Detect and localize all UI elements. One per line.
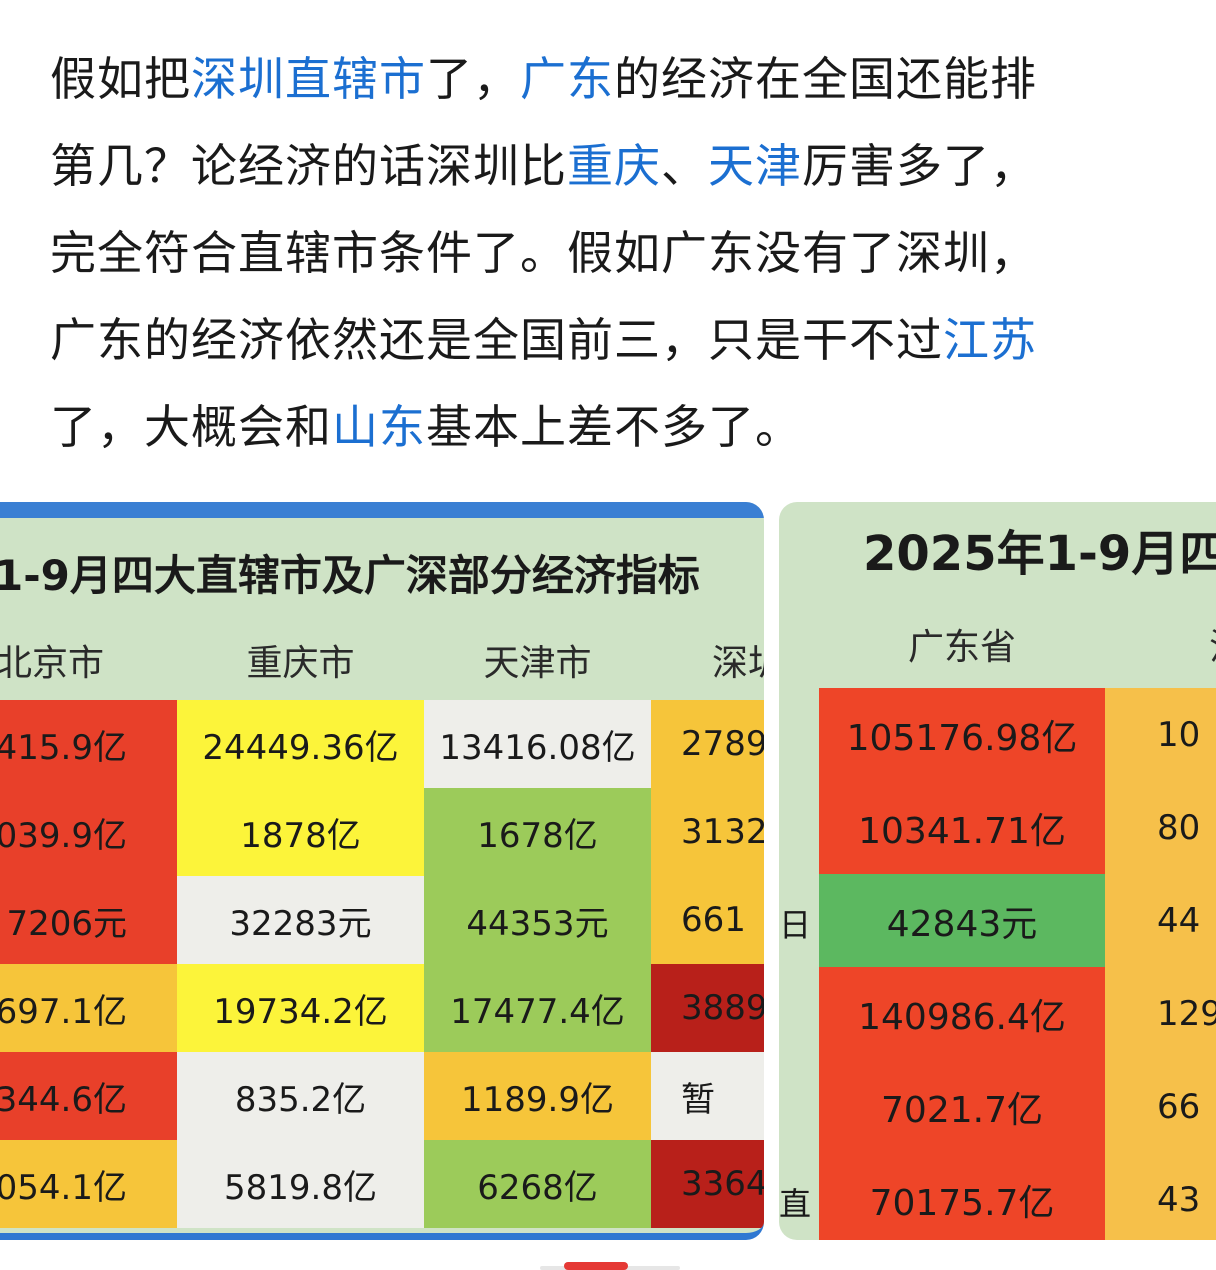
table-cell: 24449.36亿 (177, 700, 424, 788)
table-cell: 暂 (651, 1052, 764, 1140)
table-cell: 70175.7亿 (819, 1153, 1105, 1240)
table-cell: 32283元 (177, 876, 424, 964)
topic-link[interactable]: 江苏 (943, 313, 1037, 367)
post-line: 第几？论经济的话深圳比重庆、天津厉害多了， (50, 123, 1160, 210)
table-cell: 039.9亿 (0, 788, 177, 876)
post-body: 假如把深圳直辖市了，广东的经济在全国还能排 第几？论经济的话深圳比重庆、天津厉害多… (50, 36, 1160, 471)
table-cell: 10 (1105, 688, 1216, 781)
table-cell: 1678亿 (424, 788, 651, 876)
post-line: 完全符合直辖市条件了。假如广东没有了深圳， (50, 210, 1160, 297)
table-cell: 3132 (651, 788, 764, 876)
table-cell: 10341.71亿 (819, 781, 1105, 874)
topic-link[interactable]: 山东 (332, 400, 426, 454)
table-cell: 6268亿 (424, 1140, 651, 1228)
post-text: 完全符合直辖市条件了。假如广东没有了深圳， (50, 226, 1037, 280)
post-text: 假如把 (50, 52, 191, 106)
table-cell: 835.2亿 (177, 1052, 424, 1140)
post-line: 假如把深圳直辖市了，广东的经济在全国还能排 (50, 36, 1160, 123)
table-cell: 3364 (651, 1140, 764, 1228)
row-label-fragment: 直 (779, 1185, 812, 1223)
table-cell: 5819.8亿 (177, 1140, 424, 1228)
column-header: 天津市 (483, 643, 592, 684)
table-cell: 2789 (651, 700, 764, 788)
post-text: 、 (661, 139, 708, 193)
column-header: 深圳 (712, 643, 764, 684)
topic-link[interactable]: 广东 (520, 52, 614, 106)
table-cell: 129 (1105, 967, 1216, 1060)
table-cell: 42843元 (819, 874, 1105, 967)
table-cell: 3889 (651, 964, 764, 1052)
table-cell: 105176.98亿 (819, 688, 1105, 781)
table-cell: 415.9亿 (0, 700, 177, 788)
row-label-fragment: 日 (779, 906, 812, 944)
table-cell: 7206元 (0, 876, 177, 964)
image-top-bar (0, 502, 764, 518)
table-cell: 44353元 (424, 876, 651, 964)
table-cell: 19734.2亿 (177, 964, 424, 1052)
post-text: 了， (426, 52, 520, 106)
table-cell: 344.6亿 (0, 1052, 177, 1140)
table-cell: 1189.9亿 (424, 1052, 651, 1140)
topic-link[interactable]: 深圳直辖市 (191, 52, 426, 106)
post-text: 的经济在全国还能排 (614, 52, 1037, 106)
post-text: 基本上差不多了。 (426, 400, 802, 454)
post-text: 厉害多了， (802, 139, 1037, 193)
post-line: 广东的经济依然还是全国前三，只是干不过江苏 (50, 297, 1160, 384)
scroll-indicator (564, 1262, 628, 1270)
right-table-title: 2025年1-9月四 (863, 526, 1216, 582)
left-table-title: 1-9月四大直辖市及广深部分经济指标 (0, 551, 700, 600)
table-cell: 140986.4亿 (819, 967, 1105, 1060)
column-header: 广东省 (907, 627, 1016, 668)
left-table-image[interactable]: 1-9月四大直辖市及广深部分经济指标 北京市 重庆市 天津市 深圳 415.9亿039… (0, 502, 764, 1240)
column-header: 江 (1209, 618, 1216, 670)
table-cell: 13416.08亿 (424, 700, 651, 788)
topic-link[interactable]: 重庆 (567, 139, 661, 193)
table-cell: 1878亿 (177, 788, 424, 876)
column-header: 重庆市 (246, 643, 355, 684)
table-cell: 7021.7亿 (819, 1060, 1105, 1153)
table-cell: 054.1亿 (0, 1140, 177, 1228)
post-line: 了，大概会和山东基本上差不多了。 (50, 384, 1160, 471)
table-cell: 66 (1105, 1060, 1216, 1153)
table-cell: 43 (1105, 1153, 1216, 1240)
post-text: 了，大概会和 (50, 400, 332, 454)
table-cell: 661 (651, 876, 764, 964)
right-table-image[interactable]: 2025年1-9月四 广东省 江 日直 105176.98亿10341.71亿42… (779, 502, 1216, 1240)
table-cell: 697.1亿 (0, 964, 177, 1052)
table-cell: 17477.4亿 (424, 964, 651, 1052)
topic-link[interactable]: 天津 (708, 139, 802, 193)
table-cell: 44 (1105, 874, 1216, 967)
table-cell: 80 (1105, 781, 1216, 874)
post-text: 第几？论经济的话深圳比 (50, 139, 567, 193)
post-text: 广东的经济依然还是全国前三，只是干不过 (50, 313, 943, 367)
column-header: 北京市 (0, 643, 104, 684)
